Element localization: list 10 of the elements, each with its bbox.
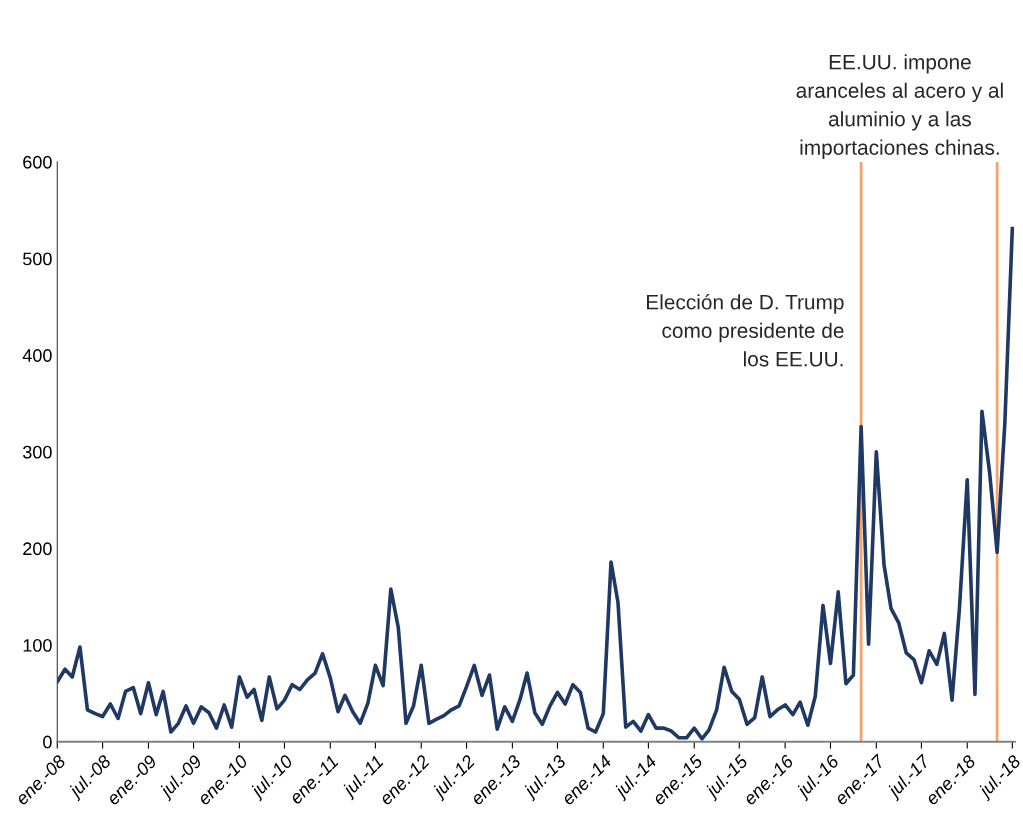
y-tick-label: 200 [23,542,52,556]
y-tick-label: 500 [23,252,52,266]
ref-line-label: EE.UU. impone aranceles al acero y al aluminio y a las importaciones chinas. [796,54,1003,160]
y-tick-label: 600 [23,155,52,169]
y-tick-label: 0 [43,735,52,749]
y-tick-label: 100 [23,638,52,652]
ref-line-label: Elección de D. Trump como presidente de los EE.UU. [647,294,844,367]
line-series [57,226,1015,741]
y-tick-label: 400 [22,349,52,362]
y-tick-label: 300 [22,445,52,459]
